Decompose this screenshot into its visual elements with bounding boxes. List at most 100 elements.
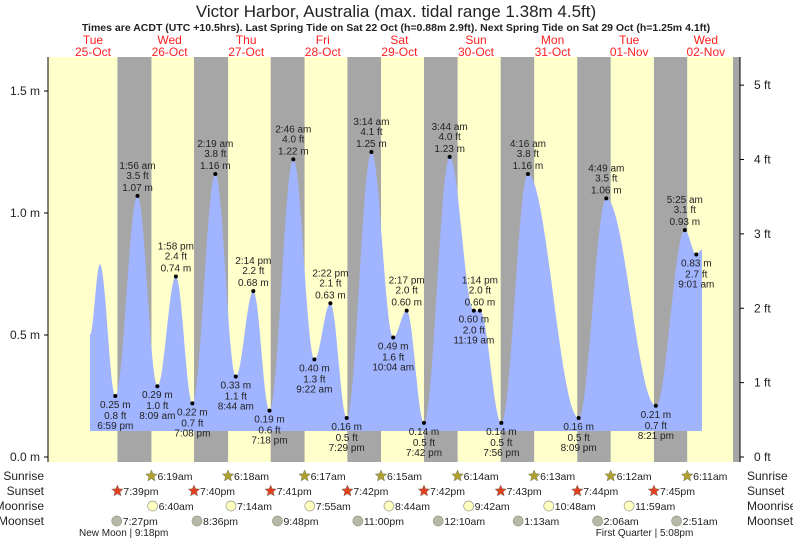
tide-m-label: 0.16 m (563, 422, 594, 433)
tide-ft-label: 2.4 ft (165, 251, 187, 262)
tide-ft-label: 1.3 ft (303, 374, 325, 385)
moonrise-row-label: Moonrise (0, 499, 44, 513)
sunset-icon (341, 484, 354, 497)
low-tide-point (694, 252, 699, 257)
moonset-icon (432, 515, 444, 527)
tide-time-label: 2:14 pm (235, 256, 271, 267)
tide-time-label: 9:22 am (296, 384, 332, 395)
tide-time-label: 2:46 am (275, 124, 311, 135)
tide-time-label: 3:14 am (353, 117, 389, 128)
tide-m-label: 0.40 m (299, 363, 330, 374)
tide-m-label: 0.25 m (100, 400, 131, 411)
high-tide-point (404, 308, 409, 313)
tide-ft-label: 0.7 ft (181, 418, 203, 429)
sunset-row-label-right: Sunset (747, 484, 785, 498)
moonrise-time: 11:59am (635, 501, 675, 513)
tide-time-label: 7:42 pm (406, 448, 442, 459)
low-tide-point (344, 415, 349, 420)
moonset-time: 11:00pm (364, 516, 404, 528)
tide-m-label: 1.07 m (122, 183, 153, 194)
low-tide-point (391, 335, 396, 340)
day-name-label: Sat (390, 33, 409, 47)
moonset-icon (111, 515, 123, 527)
sunset-icon (187, 484, 201, 497)
moonrise-icon (225, 500, 237, 512)
tide-m-label: 0.33 m (220, 380, 251, 391)
tide-m-label: 0.14 m (486, 427, 517, 438)
tide-ft-label: 2.1 ft (319, 278, 341, 289)
sunset-time: 7:45pm (660, 486, 695, 498)
low-tide-point (312, 357, 317, 362)
tide-time-label: 7:18 pm (251, 436, 287, 447)
moonset-time: 1:13am (524, 516, 559, 528)
high-tide-point (477, 308, 482, 313)
date-label: 29-Oct (381, 45, 418, 59)
date-label: 31-Oct (535, 45, 572, 59)
tide-m-label: 0.21 m (641, 410, 672, 421)
moonset-time: 12:10am (444, 516, 485, 528)
tide-time-label: 4:49 am (588, 163, 624, 174)
tide-time-label: 1:56 am (119, 161, 155, 172)
tide-m-label: 1.06 m (591, 185, 622, 196)
tide-time-label: 11:19 am (453, 336, 494, 347)
high-tide-point (525, 171, 530, 176)
tide-m-label: 1.23 m (434, 144, 465, 155)
date-label: 28-Oct (305, 45, 342, 59)
tide-ft-label: 3.1 ft (674, 205, 696, 216)
sunrise-icon (604, 469, 618, 482)
day-name-label: Mon (541, 33, 564, 47)
moonset-icon (272, 515, 283, 527)
tide-time-label: 10:04 am (372, 362, 414, 373)
low-tide-point (576, 415, 581, 420)
high-tide-point (682, 228, 687, 233)
date-label: 01-Nov (610, 45, 649, 59)
high-tide-point (328, 301, 333, 306)
moonrise-time: 7:14am (237, 501, 272, 513)
low-tide-point (155, 384, 160, 389)
sunset-icon (264, 484, 278, 497)
sunrise-icon (680, 469, 694, 482)
y-tick-label-right: 3 ft (754, 227, 771, 241)
high-tide-point (447, 154, 452, 159)
sunrise-time: 6:18am (234, 471, 269, 483)
sunset-time: 7:42pm (430, 486, 465, 498)
day-name-label: Tue (83, 33, 104, 47)
moonset-icon (512, 515, 524, 527)
tide-m-label: 0.49 m (378, 341, 409, 352)
low-tide-point (233, 374, 238, 379)
tide-m-label: 0.22 m (177, 407, 208, 418)
y-tick-label-right: 0 ft (754, 450, 771, 464)
tide-ft-label: 2.7 ft (685, 269, 707, 280)
tide-time-label: 8:44 am (218, 401, 254, 412)
sunset-icon (417, 484, 431, 497)
moonrise-time: 10:48am (555, 501, 596, 513)
tide-time-label: 9:01 am (678, 279, 714, 290)
tide-time-label: 2:17 pm (389, 276, 425, 287)
tide-m-label: 1.16 m (200, 161, 231, 172)
moonset-row-label: Moonset (0, 514, 45, 528)
tide-area (89, 152, 703, 431)
high-tide-point (291, 157, 296, 162)
moonrise-time: 9:42am (475, 501, 510, 513)
moonset-time: 2:51am (683, 516, 718, 528)
sunrise-icon (145, 469, 158, 482)
tide-m-label: 1.16 m (513, 161, 544, 172)
sunrise-time: 6:12am (617, 471, 652, 483)
tide-m-label: 0.19 m (254, 415, 285, 426)
sunset-time: 7:39pm (123, 486, 158, 498)
tide-m-label: 1.25 m (356, 139, 387, 150)
tide-time-label: 7:29 pm (329, 443, 365, 454)
sunrise-row-label-right: Sunrise (747, 469, 788, 483)
tide-ft-label: 0.6 ft (258, 426, 280, 437)
tide-time-label: 2:22 pm (312, 268, 348, 279)
day-name-label: Fri (316, 33, 330, 47)
tide-m-label: 0.16 m (331, 422, 362, 433)
sunset-row-label: Sunset (7, 484, 45, 498)
tide-m-label: 0.68 m (238, 278, 269, 289)
sunrise-row-label: Sunrise (3, 469, 44, 483)
tide-m-label: 0.74 m (161, 263, 192, 274)
tide-ft-label: 3.8 ft (204, 149, 226, 160)
day-name-label: Wed (157, 33, 181, 47)
tide-ft-label: 2.0 ft (469, 286, 491, 297)
